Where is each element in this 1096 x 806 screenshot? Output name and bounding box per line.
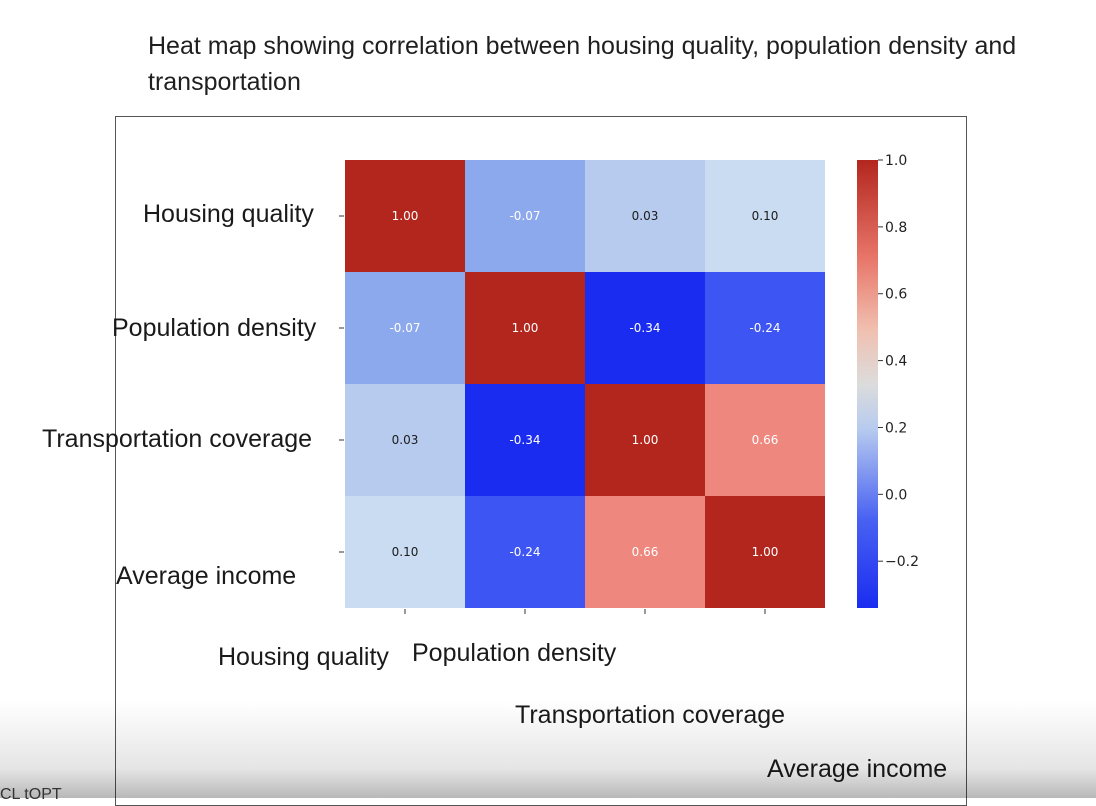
colorbar-tick-label: −0.2 (885, 554, 919, 570)
heatmap-cell (465, 272, 585, 384)
heatmap-cell (705, 496, 825, 608)
heatmap-cell-value: 0.10 (752, 209, 779, 223)
heatmap-cell-value: -0.24 (749, 321, 780, 335)
heatmap-cell-value: 0.66 (632, 545, 659, 559)
row-label-housing-quality: Housing quality (143, 200, 314, 228)
cut-off-footer-text: CL tOPT (0, 786, 62, 803)
heatmap-cell (705, 384, 825, 496)
colorbar-tick-label: 0.0 (885, 487, 907, 503)
heatmap-cell (345, 160, 465, 272)
colorbar-tick-label: 0.8 (885, 220, 907, 236)
heatmap-cell (465, 384, 585, 496)
colorbar-tick-label: 0.4 (885, 354, 907, 370)
colorbar-tick-label: 1.0 (885, 153, 907, 169)
heatmap-cell-value: -0.34 (509, 433, 540, 447)
heatmap-cell-value: 1.00 (752, 545, 779, 559)
col-label-housing-quality: Housing quality (218, 643, 389, 671)
col-label-population-density: Population density (412, 639, 617, 667)
heatmap-cell (345, 272, 465, 384)
heatmap-cell (585, 496, 705, 608)
heatmap-cell-value: 1.00 (512, 321, 539, 335)
heatmap-cell-value: -0.24 (509, 545, 540, 559)
heatmap-cell (585, 384, 705, 496)
heatmap-cell-value: 0.03 (632, 209, 659, 223)
heatmap-cell-value: 1.00 (632, 433, 659, 447)
heatmap-cell (585, 272, 705, 384)
row-label-transportation-coverage: Transportation coverage (42, 425, 313, 453)
colorbar-tick-label: 0.6 (885, 287, 907, 303)
colorbar-tick-label: 0.2 (885, 420, 907, 436)
heatmap-cell (345, 496, 465, 608)
heatmap-cell (345, 384, 465, 496)
heatmap-cell (465, 496, 585, 608)
col-label-average-income: Average income (767, 755, 948, 783)
colorbar (857, 160, 878, 608)
heatmap-cell-value: 1.00 (392, 209, 419, 223)
heatmap-cell (705, 272, 825, 384)
row-label-population-density: Population density (112, 314, 317, 342)
heatmap-cell-value: 0.66 (752, 433, 779, 447)
heatmap-cell-value: -0.07 (389, 321, 420, 335)
col-label-transportation-coverage: Transportation coverage (515, 701, 786, 729)
heatmap-cell (705, 160, 825, 272)
heatmap-cell (585, 160, 705, 272)
row-label-average-income: Average income (116, 562, 297, 590)
chart-title: Heat map showing correlation between hou… (148, 32, 1017, 96)
heatmap-cell (465, 160, 585, 272)
heatmap-cell-value: -0.34 (629, 321, 660, 335)
heatmap-cell-value: 0.03 (392, 433, 419, 447)
heatmap-cell-value: -0.07 (509, 209, 540, 223)
heatmap-cell-value: 0.10 (392, 545, 419, 559)
